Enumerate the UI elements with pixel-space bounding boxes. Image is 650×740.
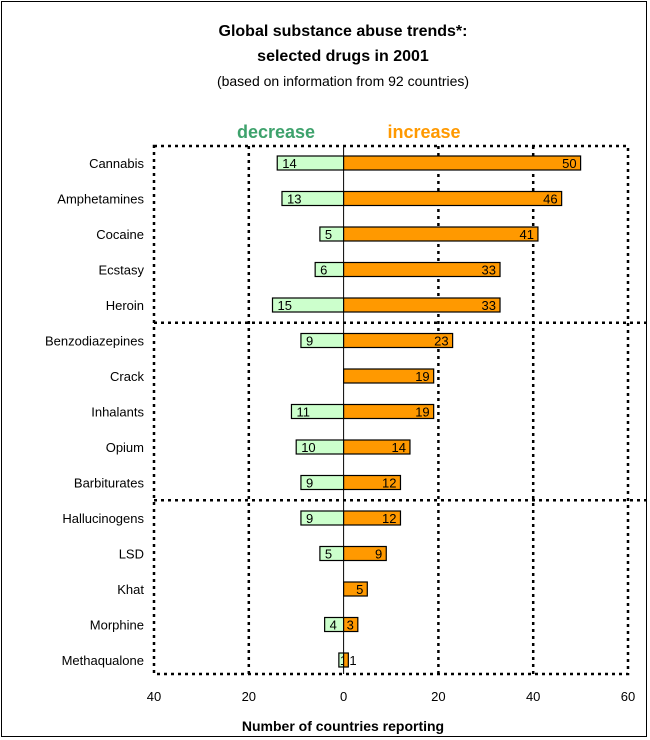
x-tick-label: 20: [242, 689, 256, 704]
data-label-increase: 14: [391, 440, 405, 455]
data-label-increase: 19: [415, 369, 429, 384]
data-label-decrease: 4: [330, 618, 337, 633]
data-label-decrease: 5: [325, 547, 332, 562]
category-label: Morphine: [90, 618, 144, 633]
x-tick-label: 40: [526, 689, 540, 704]
data-label-increase: 1: [349, 653, 356, 668]
plot-border: [152, 144, 630, 676]
data-label-decrease: 9: [306, 334, 313, 349]
data-label-increase: 12: [382, 511, 396, 526]
data-label-increase: 46: [543, 192, 557, 207]
data-label-decrease: 10: [301, 440, 315, 455]
category-label: Cannabis: [89, 156, 144, 171]
category-label: Hallucinogens: [62, 511, 144, 526]
category-label: Khat: [117, 582, 144, 597]
data-label-decrease: 14: [282, 156, 296, 171]
data-label-decrease: 11: [296, 405, 310, 420]
x-axis-label: Number of countries reporting: [242, 718, 444, 734]
chart-subtitle: (based on information from 92 countries): [217, 73, 469, 89]
bar-increase: [343, 261, 501, 278]
data-label-decrease: 5: [325, 227, 332, 242]
legend-decrease-label: decrease: [237, 122, 315, 142]
data-label-increase: 19: [415, 405, 429, 420]
data-label-increase: 12: [382, 476, 396, 491]
bar-increase: [343, 332, 454, 349]
data-label-increase: 5: [356, 582, 363, 597]
bar-increase: [343, 545, 387, 562]
category-label: Crack: [110, 369, 144, 384]
x-tick-label: 20: [431, 689, 445, 704]
category-label: Amphetamines: [57, 192, 144, 207]
category-label: Methaqualone: [62, 653, 144, 668]
data-label-decrease: 9: [306, 511, 313, 526]
bar-increase: [343, 226, 539, 242]
data-label-increase: 41: [519, 227, 533, 242]
data-label-decrease: 6: [320, 263, 327, 278]
bar-increase: [343, 652, 349, 668]
category-label: Inhalants: [91, 405, 144, 420]
x-axis-tick-labels: 40 20 0 20 40 60: [147, 689, 635, 704]
bar-increase: [343, 510, 402, 526]
chart-title-line2: selected drugs in 2001: [257, 48, 429, 65]
x-tick-label: 0: [340, 689, 347, 704]
bar-increase: [343, 403, 435, 420]
data-label-increase: 3: [347, 618, 354, 633]
bar-increase: [343, 439, 411, 455]
chart-title: Global substance abuse trends*:: [219, 23, 468, 40]
x-tick-label: 40: [147, 689, 161, 704]
data-label-increase: 33: [482, 298, 496, 313]
bar-increase: [343, 297, 501, 313]
data-label-decrease: 15: [278, 298, 292, 313]
data-label-decrease: 13: [287, 192, 301, 207]
bar-increase: [343, 474, 402, 491]
data-label-decrease: 9: [306, 476, 313, 491]
category-label: LSD: [119, 547, 144, 562]
category-label: Ecstasy: [98, 263, 144, 278]
data-label-increase: 9: [375, 547, 382, 562]
bar-increase: [343, 155, 582, 171]
data-label-increase: 23: [434, 334, 448, 349]
legend-increase-label: increase: [387, 122, 460, 142]
x-tick-label: 60: [621, 689, 635, 704]
category-label: Opium: [106, 440, 144, 455]
category-label: Cocaine: [96, 227, 144, 242]
data-label-increase: 50: [562, 156, 576, 171]
category-labels: Cannabis Amphetamines Cocaine Ecstasy Heroin…: [45, 156, 145, 668]
bar-increase: [343, 190, 563, 207]
category-label: Heroin: [106, 298, 144, 313]
bar-increase: [343, 581, 368, 597]
bar-increase: [343, 368, 435, 384]
category-label: Barbiturates: [74, 476, 145, 491]
category-label: Benzodiazepines: [45, 334, 145, 349]
bar-increase: [343, 616, 359, 633]
data-label-increase: 33: [482, 263, 496, 278]
